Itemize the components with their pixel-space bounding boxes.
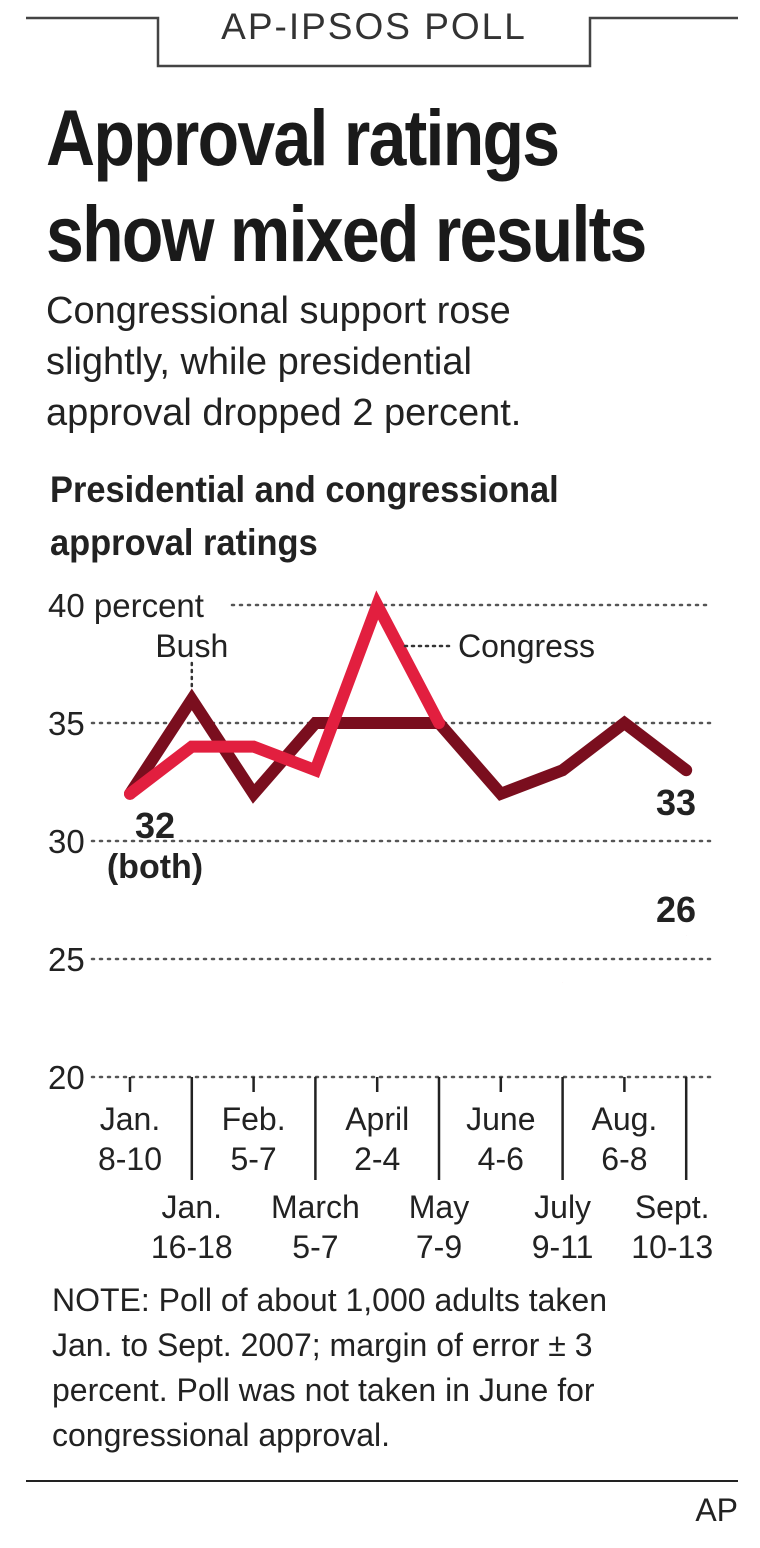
- x-tick-label-3-days: 5-7: [292, 1229, 338, 1265]
- chart-title-line-1: Presidential and congressional: [50, 469, 559, 510]
- y-tick-label-35: 35: [48, 705, 85, 742]
- x-tick-label-3-month: March: [271, 1189, 360, 1225]
- x-tick-label-1-month: Jan.: [162, 1189, 222, 1225]
- data-label-congress-end: 26: [656, 889, 696, 930]
- x-tick-label-6-days: 4-6: [478, 1141, 524, 1177]
- x-tick-label-2-month: Feb.: [222, 1101, 286, 1137]
- series-label-congress: Congress: [458, 628, 595, 664]
- headline-line-2: show mixed results: [46, 189, 647, 278]
- chart-title-line-2: approval ratings: [50, 522, 318, 563]
- y-tick-label-30: 30: [48, 823, 85, 860]
- x-tick-label-1-days: 16-18: [151, 1229, 233, 1265]
- x-tick-label-0-days: 8-10: [98, 1141, 162, 1177]
- series-label-bush: Bush: [155, 628, 228, 664]
- x-tick-label-7-days: 9-11: [532, 1229, 594, 1265]
- x-tick-label-6-month: June: [466, 1101, 535, 1137]
- x-tick-label-5-month: May: [409, 1189, 469, 1225]
- x-tick-label-9-days: 10-13: [631, 1229, 713, 1265]
- data-label-start-value: 32: [135, 805, 175, 846]
- note: NOTE: Poll of about 1,000 adults taken J…: [52, 1278, 732, 1458]
- y-tick-label-25: 25: [48, 941, 85, 978]
- dek-line-3: approval dropped 2 percent.: [46, 392, 522, 434]
- x-tick-label-9-month: Sept.: [635, 1189, 710, 1225]
- note-line-2: Jan. to Sept. 2007; margin of error ± 3: [52, 1327, 593, 1363]
- data-label-bush-end: 33: [656, 782, 696, 823]
- dek: Congressional support rose slightly, whi…: [46, 286, 686, 439]
- x-tick-label-4-days: 2-4: [354, 1141, 400, 1177]
- footer-rule: [26, 1480, 738, 1482]
- data-label-start-note: (both): [107, 848, 203, 886]
- y-tick-label-20: 20: [48, 1059, 85, 1096]
- dek-line-2: slightly, while presidential: [46, 341, 472, 383]
- kicker-label: AP-IPSOS POLL: [221, 6, 527, 47]
- x-tick-label-0-month: Jan.: [100, 1101, 160, 1137]
- note-line-3: percent. Poll was not taken in June for: [52, 1372, 595, 1408]
- x-tick-label-2-days: 5-7: [230, 1141, 276, 1177]
- y-tick-label-40: 40 percent: [48, 587, 204, 624]
- x-tick-label-8-days: 6-8: [601, 1141, 647, 1177]
- series-line-congress-0: [124, 590, 445, 800]
- x-tick-label-8-month: Aug.: [591, 1101, 657, 1137]
- dek-line-1: Congressional support rose: [46, 290, 511, 332]
- chart-title: Presidential and congressional approval …: [50, 463, 701, 569]
- headline-line-1: Approval ratings: [46, 93, 560, 182]
- headline: Approval ratings show mixed results: [46, 90, 648, 282]
- x-tick-label-5-days: 7-9: [416, 1229, 462, 1265]
- credit: AP: [695, 1492, 738, 1528]
- x-tick-label-4-month: April: [345, 1101, 409, 1137]
- x-tick-label-7-month: July: [534, 1189, 591, 1225]
- note-line-4: congressional approval.: [52, 1417, 390, 1453]
- note-line-1: NOTE: Poll of about 1,000 adults taken: [52, 1282, 607, 1318]
